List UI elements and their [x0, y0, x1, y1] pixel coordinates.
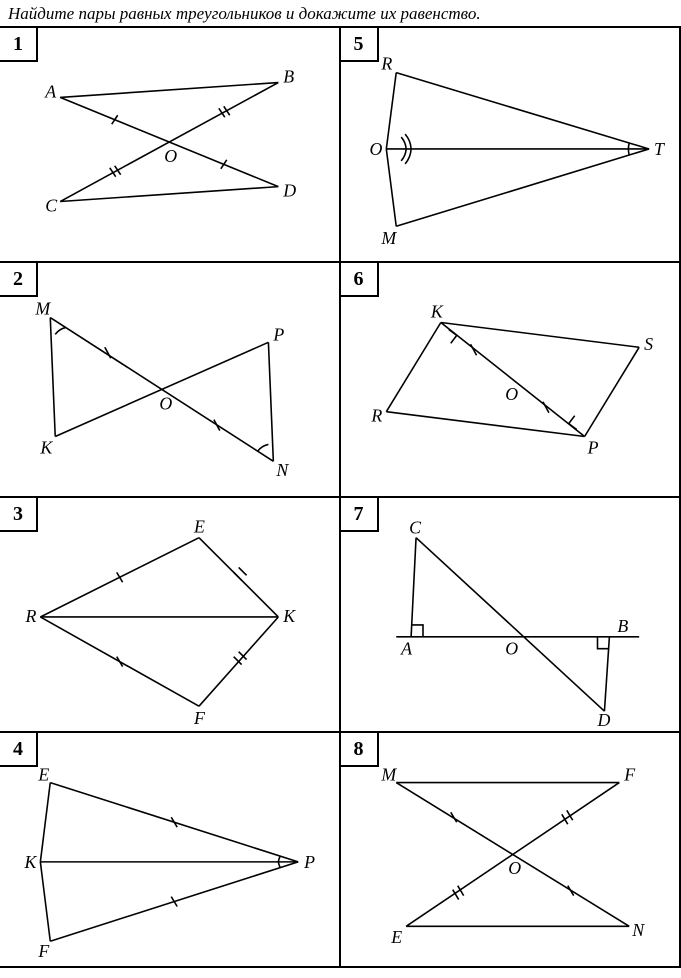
- problem-number: 2: [0, 263, 38, 297]
- problem-cell-4: 4 E K P F: [0, 733, 341, 968]
- label-M: M: [380, 765, 397, 785]
- problem-number: 8: [341, 733, 379, 767]
- label-F: F: [623, 765, 636, 785]
- label-E: E: [390, 927, 402, 947]
- label-R: R: [380, 54, 392, 74]
- label-B: B: [283, 67, 294, 87]
- diagram-7: C A O B D: [341, 498, 680, 731]
- problem-number: 4: [0, 733, 38, 767]
- label-O: O: [164, 146, 177, 166]
- diagram-5: R O M T: [341, 28, 680, 261]
- problem-cell-1: 1: [0, 28, 341, 263]
- problem-number: 7: [341, 498, 379, 532]
- label-A: A: [400, 639, 412, 659]
- label-K: K: [429, 302, 443, 322]
- label-R: R: [24, 606, 36, 626]
- label-K: K: [39, 437, 53, 457]
- label-D: D: [282, 181, 296, 201]
- problem-cell-7: 7 C A O B D: [341, 498, 681, 733]
- diagram-1: A B C D O: [0, 28, 339, 261]
- diagram-3: E R K F: [0, 498, 339, 731]
- label-R: R: [370, 406, 382, 426]
- problem-number: 1: [0, 28, 38, 62]
- problem-cell-2: 2 M P O K N: [0, 263, 341, 498]
- label-P: P: [586, 437, 598, 457]
- problem-cell-5: 5 R O M: [341, 28, 681, 263]
- label-N: N: [631, 920, 645, 940]
- label-T: T: [654, 139, 665, 159]
- label-K: K: [23, 852, 37, 872]
- label-B: B: [617, 616, 628, 636]
- label-O: O: [508, 858, 521, 878]
- label-M: M: [380, 228, 397, 248]
- problem-grid: 1: [0, 26, 681, 968]
- problem-cell-3: 3 E R: [0, 498, 341, 733]
- label-O: O: [159, 394, 172, 414]
- label-C: C: [409, 518, 422, 538]
- label-E: E: [193, 517, 205, 537]
- label-E: E: [37, 765, 49, 785]
- label-P: P: [272, 324, 284, 344]
- label-F: F: [37, 941, 50, 961]
- problem-number: 6: [341, 263, 379, 297]
- label-M: M: [34, 299, 51, 319]
- problem-cell-8: 8 M F O: [341, 733, 681, 968]
- problem-number: 5: [341, 28, 379, 62]
- label-D: D: [596, 710, 610, 730]
- worksheet-page: Найдите пары равных треугольников и дока…: [0, 0, 681, 968]
- diagram-6: K S R O P: [341, 263, 680, 496]
- label-S: S: [644, 334, 653, 354]
- problem-number: 3: [0, 498, 38, 532]
- diagram-8: M F O E N: [341, 733, 680, 966]
- label-F: F: [193, 708, 206, 728]
- label-A: A: [44, 81, 56, 101]
- label-O: O: [505, 384, 518, 404]
- instruction-heading: Найдите пары равных треугольников и дока…: [0, 0, 681, 26]
- problem-cell-6: 6 K S R O: [341, 263, 681, 498]
- label-O: O: [369, 139, 382, 159]
- diagram-2: M P O K N: [0, 263, 339, 496]
- label-O: O: [505, 639, 518, 659]
- label-N: N: [275, 460, 289, 480]
- label-P: P: [303, 852, 315, 872]
- label-C: C: [45, 195, 58, 215]
- label-K: K: [282, 606, 296, 626]
- diagram-4: E K P F: [0, 733, 339, 966]
